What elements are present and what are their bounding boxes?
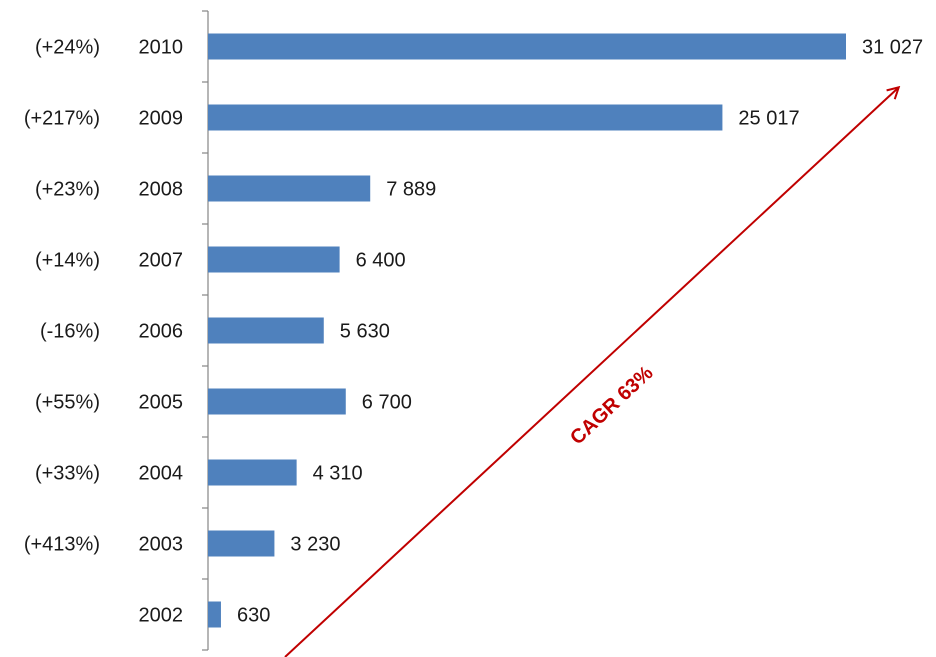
bar-2008 — [208, 175, 371, 202]
category-label-2009: 2009 — [139, 108, 184, 130]
category-label-2002: 2002 — [139, 605, 184, 627]
labels: 2010 (+24%) 31 027 2009 (+217%) 25 017 2008 (+2… — [24, 37, 923, 627]
growth-label-2008: (+23%) — [35, 179, 100, 201]
category-label-2007: 2007 — [139, 250, 184, 272]
bar-2003 — [208, 530, 275, 557]
bar-2006 — [208, 317, 324, 344]
category-label-2005: 2005 — [139, 392, 184, 414]
growth-label-2007: (+14%) — [35, 250, 100, 272]
category-label-2003: 2003 — [139, 534, 184, 556]
bar-2005 — [208, 388, 346, 415]
value-label-2009: 25 017 — [738, 108, 799, 130]
category-label-2004: 2004 — [139, 463, 184, 485]
bar-2007 — [208, 246, 340, 273]
growth-label-2003: (+413%) — [24, 534, 100, 556]
value-label-2003: 3 230 — [290, 534, 340, 556]
growth-label-2005: (+55%) — [35, 392, 100, 414]
bars — [208, 33, 846, 628]
growth-label-2010: (+24%) — [35, 37, 100, 59]
value-label-2008: 7 889 — [386, 179, 436, 201]
value-label-2006: 5 630 — [340, 321, 390, 343]
bar-2002 — [208, 601, 221, 628]
value-label-2010: 31 027 — [862, 37, 923, 59]
y-axis — [202, 10, 209, 651]
category-label-2008: 2008 — [139, 179, 184, 201]
growth-label-2009: (+217%) — [24, 108, 100, 130]
cagr-label: CAGR 63% — [566, 362, 658, 449]
cagr-arrow — [284, 88, 898, 657]
bar-2004 — [208, 459, 297, 486]
bar-2009 — [208, 104, 723, 131]
value-label-2004: 4 310 — [313, 463, 363, 485]
cagr-annotation: CAGR 63% — [284, 88, 898, 657]
category-label-2006: 2006 — [139, 321, 184, 343]
value-label-2005: 6 700 — [362, 392, 412, 414]
growth-label-2004: (+33%) — [35, 463, 100, 485]
growth-label-2006: (-16%) — [40, 321, 100, 343]
category-label-2010: 2010 — [139, 37, 184, 59]
value-label-2007: 6 400 — [356, 250, 406, 272]
bar-2010 — [208, 33, 846, 60]
value-label-2002: 630 — [237, 605, 270, 627]
